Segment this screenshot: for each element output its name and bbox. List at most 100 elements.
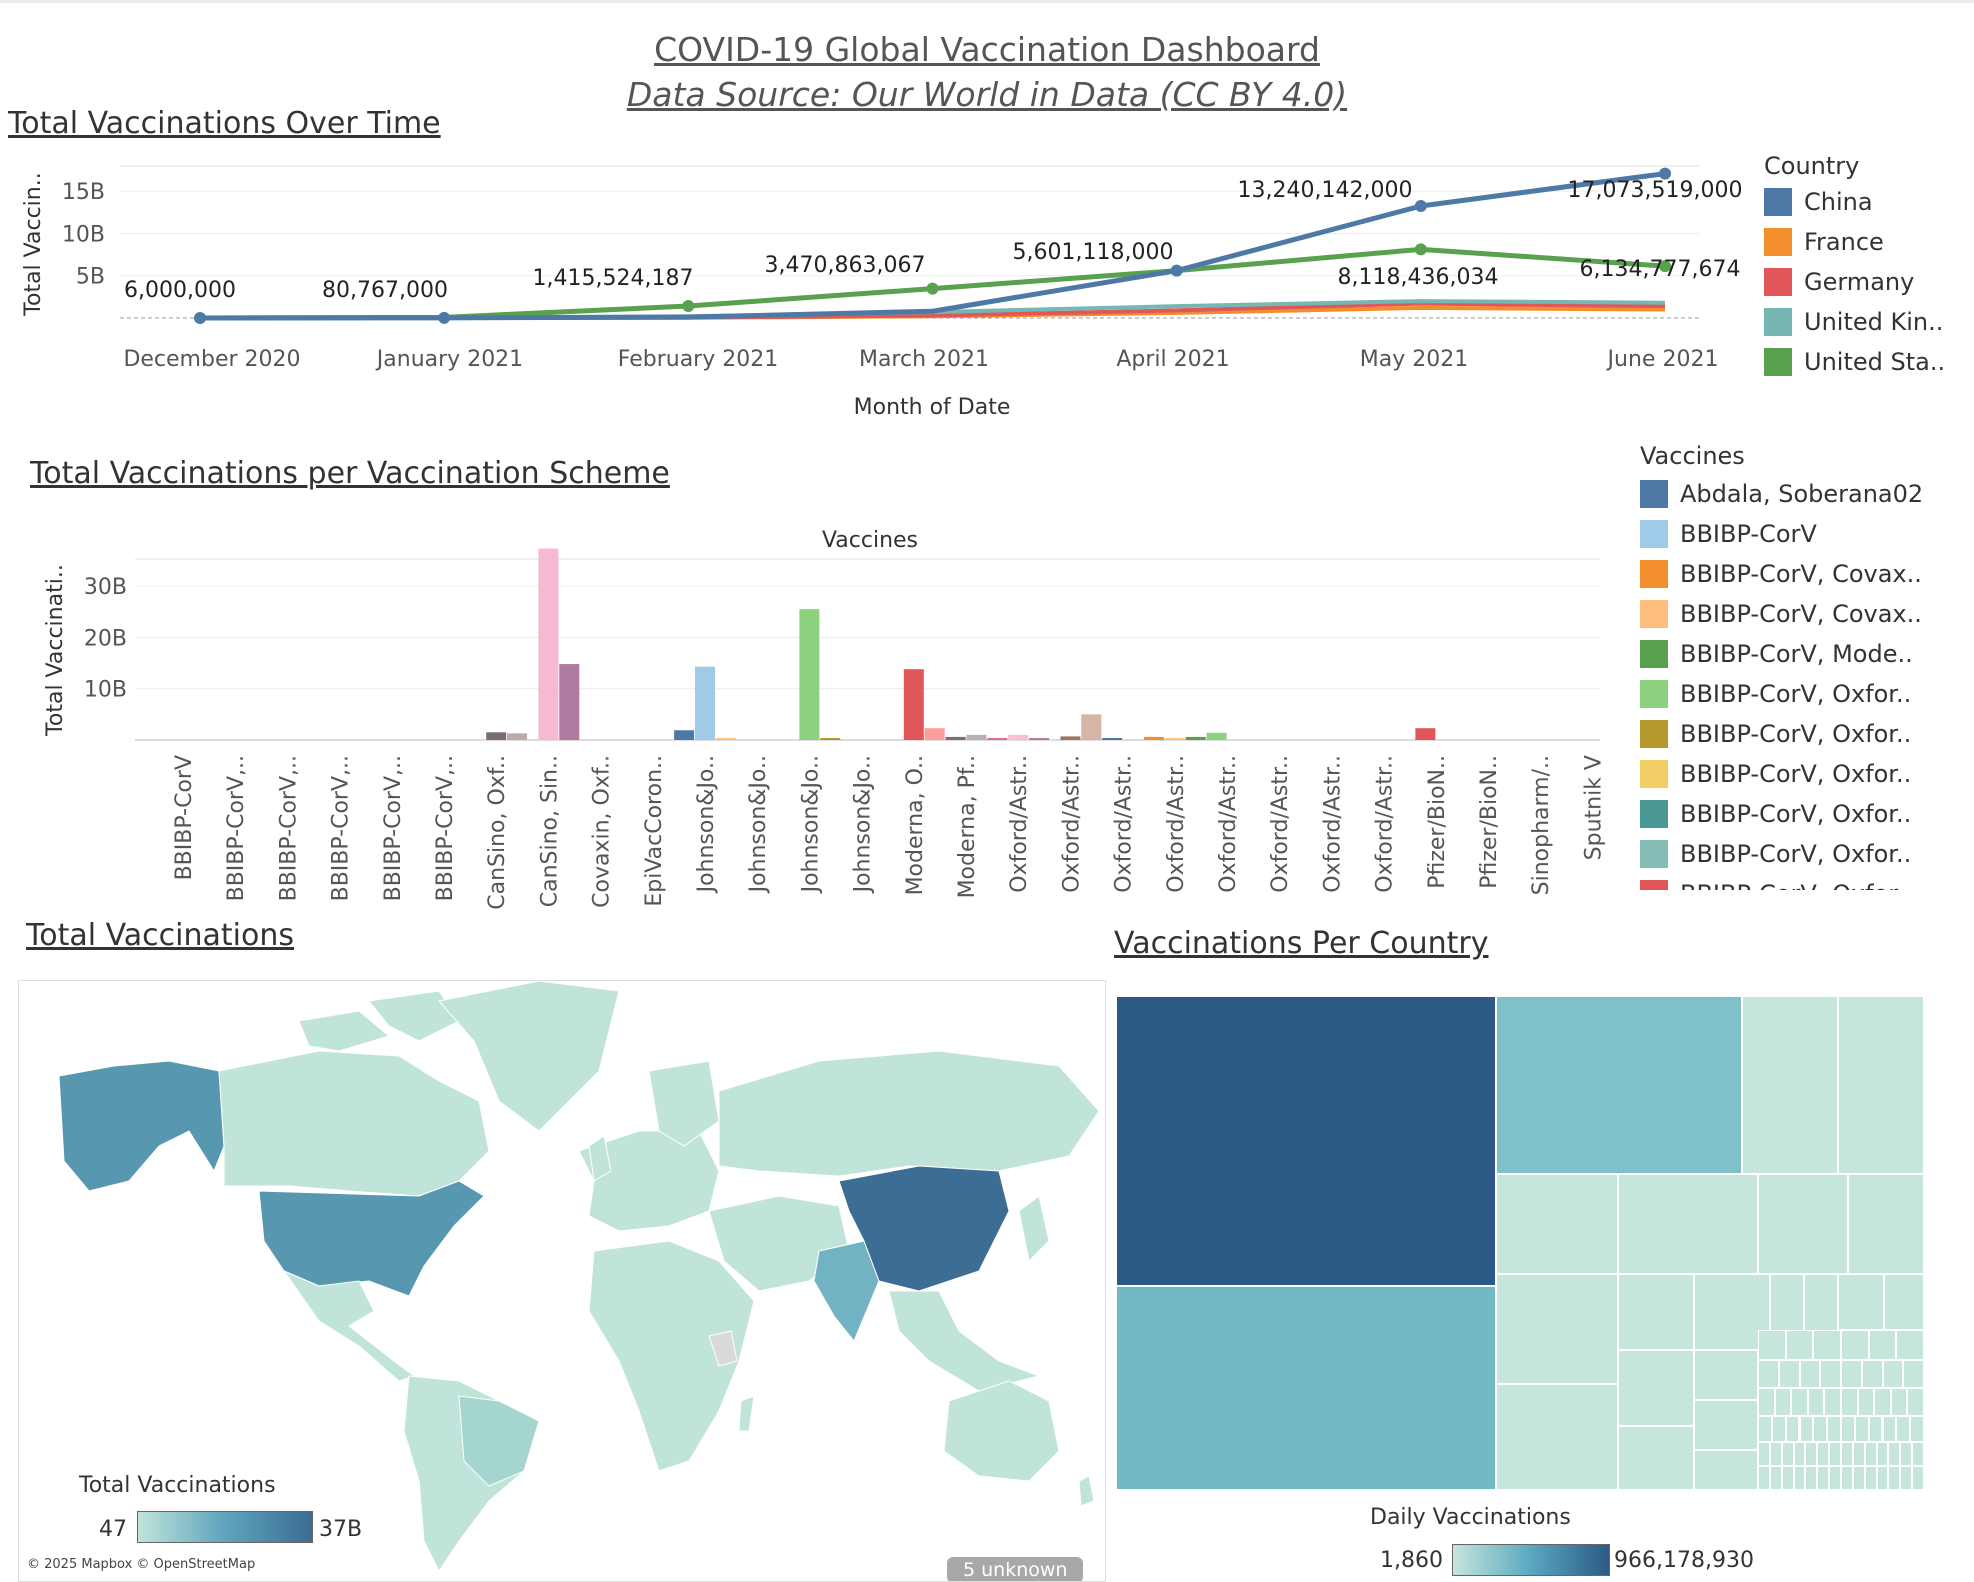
treemap-cell[interactable] [1868, 1330, 1897, 1360]
treemap-cell[interactable] [1799, 1416, 1814, 1442]
country-legend-item[interactable]: France [1764, 222, 1964, 262]
treemap-cell[interactable] [1807, 1388, 1825, 1416]
treemap-cell[interactable] [1758, 1174, 1848, 1274]
treemap-cell[interactable] [1841, 1416, 1855, 1442]
treemap-cell[interactable] [1785, 1416, 1800, 1442]
treemap-cell[interactable] [1888, 1466, 1901, 1490]
country-legend-item[interactable]: China [1764, 182, 1964, 222]
country-legend-item[interactable]: Germany [1764, 262, 1964, 302]
vaccine-legend[interactable]: Vaccines Abdala, Soberana02 BBIBP-CorV BBI… [1640, 442, 1970, 890]
treemap-cell[interactable] [1769, 1466, 1782, 1490]
treemap-cell[interactable] [1876, 1442, 1889, 1466]
treemap-cell[interactable] [1841, 1330, 1869, 1360]
treemap-cell[interactable] [1781, 1466, 1794, 1490]
treemap-cell[interactable] [1496, 996, 1742, 1174]
treemap-cell[interactable] [1841, 1388, 1858, 1416]
treemap-cell[interactable] [1116, 996, 1496, 1286]
treemap-cell[interactable] [1813, 1330, 1841, 1360]
treemap-cell[interactable] [1882, 1360, 1904, 1388]
treemap-cell[interactable] [1742, 996, 1838, 1174]
treemap[interactable] [1116, 996, 1924, 1490]
treemap-cell[interactable] [1791, 1388, 1808, 1416]
treemap-cell[interactable] [1848, 1174, 1924, 1274]
treemap-cell[interactable] [1864, 1466, 1877, 1490]
treemap-cell[interactable] [1838, 996, 1924, 1174]
treemap-cell[interactable] [1618, 1174, 1758, 1274]
treemap-cell[interactable] [1758, 1330, 1786, 1360]
vaccine-legend-item[interactable]: BBIBP-CorV, Oxfor.. [1640, 874, 1970, 890]
vaccine-legend-item[interactable]: BBIBP-CorV, Covax.. [1640, 554, 1970, 594]
treemap-cell[interactable] [1769, 1442, 1782, 1466]
treemap-cell[interactable] [1854, 1416, 1869, 1442]
treemap-cell[interactable] [1841, 1466, 1853, 1490]
treemap-cell[interactable] [1910, 1416, 1924, 1442]
treemap-cell[interactable] [1817, 1466, 1830, 1490]
treemap-cell[interactable] [1694, 1274, 1770, 1350]
treemap-cell[interactable] [1903, 1360, 1924, 1388]
treemap-cell[interactable] [1820, 1360, 1841, 1388]
map-attribution[interactable]: © 2025 Mapbox © OpenStreetMap [27, 1557, 256, 1572]
country-legend-item[interactable]: United Kin.. [1764, 302, 1964, 342]
treemap-cell[interactable] [1694, 1450, 1758, 1490]
treemap-cell[interactable] [1496, 1274, 1618, 1384]
treemap-cell[interactable] [1758, 1388, 1775, 1416]
treemap-cell[interactable] [1758, 1416, 1772, 1442]
treemap-cell[interactable] [1785, 1330, 1814, 1360]
treemap-cell[interactable] [1116, 1286, 1496, 1490]
treemap-cell[interactable] [1852, 1442, 1865, 1466]
vaccine-legend-item[interactable]: BBIBP-CorV, Mode.. [1640, 634, 1970, 674]
treemap-cell[interactable] [1912, 1466, 1924, 1490]
treemap-cell[interactable] [1868, 1416, 1883, 1442]
treemap-cell[interactable] [1900, 1442, 1913, 1466]
vaccine-legend-item[interactable]: BBIBP-CorV, Oxfor.. [1640, 834, 1970, 874]
treemap-cell[interactable] [1896, 1416, 1911, 1442]
treemap-cell[interactable] [1890, 1388, 1908, 1416]
vaccine-legend-item[interactable]: BBIBP-CorV [1640, 514, 1970, 554]
treemap-cell[interactable] [1758, 1466, 1770, 1490]
treemap-cell[interactable] [1618, 1350, 1694, 1426]
treemap-cell[interactable] [1694, 1350, 1758, 1400]
treemap-cell[interactable] [1694, 1400, 1758, 1450]
treemap-cell[interactable] [1813, 1416, 1828, 1442]
treemap-cell[interactable] [1774, 1388, 1792, 1416]
treemap-cell[interactable] [1827, 1416, 1841, 1442]
vaccine-legend-item[interactable]: BBIBP-CorV, Oxfor.. [1640, 714, 1970, 754]
vaccine-legend-item[interactable]: BBIBP-CorV, Oxfor.. [1640, 754, 1970, 794]
treemap-cell[interactable] [1758, 1360, 1779, 1388]
treemap-cell[interactable] [1618, 1274, 1694, 1350]
vaccine-legend-item[interactable]: BBIBP-CorV, Covax.. [1640, 594, 1970, 634]
treemap-cell[interactable] [1852, 1466, 1865, 1490]
treemap-cell[interactable] [1896, 1330, 1924, 1360]
treemap-cell[interactable] [1496, 1384, 1618, 1490]
treemap-cell[interactable] [1778, 1360, 1800, 1388]
treemap-cell[interactable] [1861, 1360, 1883, 1388]
treemap-cell[interactable] [1799, 1360, 1821, 1388]
treemap-cell[interactable] [1841, 1442, 1853, 1466]
treemap-cell[interactable] [1829, 1442, 1841, 1466]
treemap-cell[interactable] [1874, 1388, 1891, 1416]
vaccine-legend-item[interactable]: Abdala, Soberana02 [1640, 474, 1970, 514]
vaccine-legend-item[interactable]: BBIBP-CorV, Oxfor.. [1640, 674, 1970, 714]
treemap-cell[interactable] [1882, 1416, 1897, 1442]
treemap-cell[interactable] [1758, 1442, 1770, 1466]
treemap-cell[interactable] [1771, 1416, 1786, 1442]
treemap-cell[interactable] [1884, 1274, 1924, 1330]
treemap-cell[interactable] [1864, 1442, 1877, 1466]
treemap-cell[interactable] [1912, 1442, 1924, 1466]
treemap-cell[interactable] [1888, 1442, 1901, 1466]
treemap-cell[interactable] [1900, 1466, 1913, 1490]
country-legend-item[interactable]: United Sta.. [1764, 342, 1964, 382]
treemap-cell[interactable] [1876, 1466, 1889, 1490]
treemap-cell[interactable] [1907, 1388, 1924, 1416]
treemap-cell[interactable] [1618, 1426, 1694, 1490]
treemap-cell[interactable] [1805, 1442, 1818, 1466]
treemap-cell[interactable] [1841, 1360, 1862, 1388]
treemap-cell[interactable] [1817, 1442, 1830, 1466]
treemap-cell[interactable] [1805, 1466, 1818, 1490]
treemap-cell[interactable] [1793, 1442, 1806, 1466]
treemap-cell[interactable] [1496, 1174, 1618, 1274]
treemap-cell[interactable] [1793, 1466, 1806, 1490]
treemap-cell[interactable] [1829, 1466, 1841, 1490]
treemap-cell[interactable] [1857, 1388, 1875, 1416]
treemap-cell[interactable] [1824, 1388, 1841, 1416]
